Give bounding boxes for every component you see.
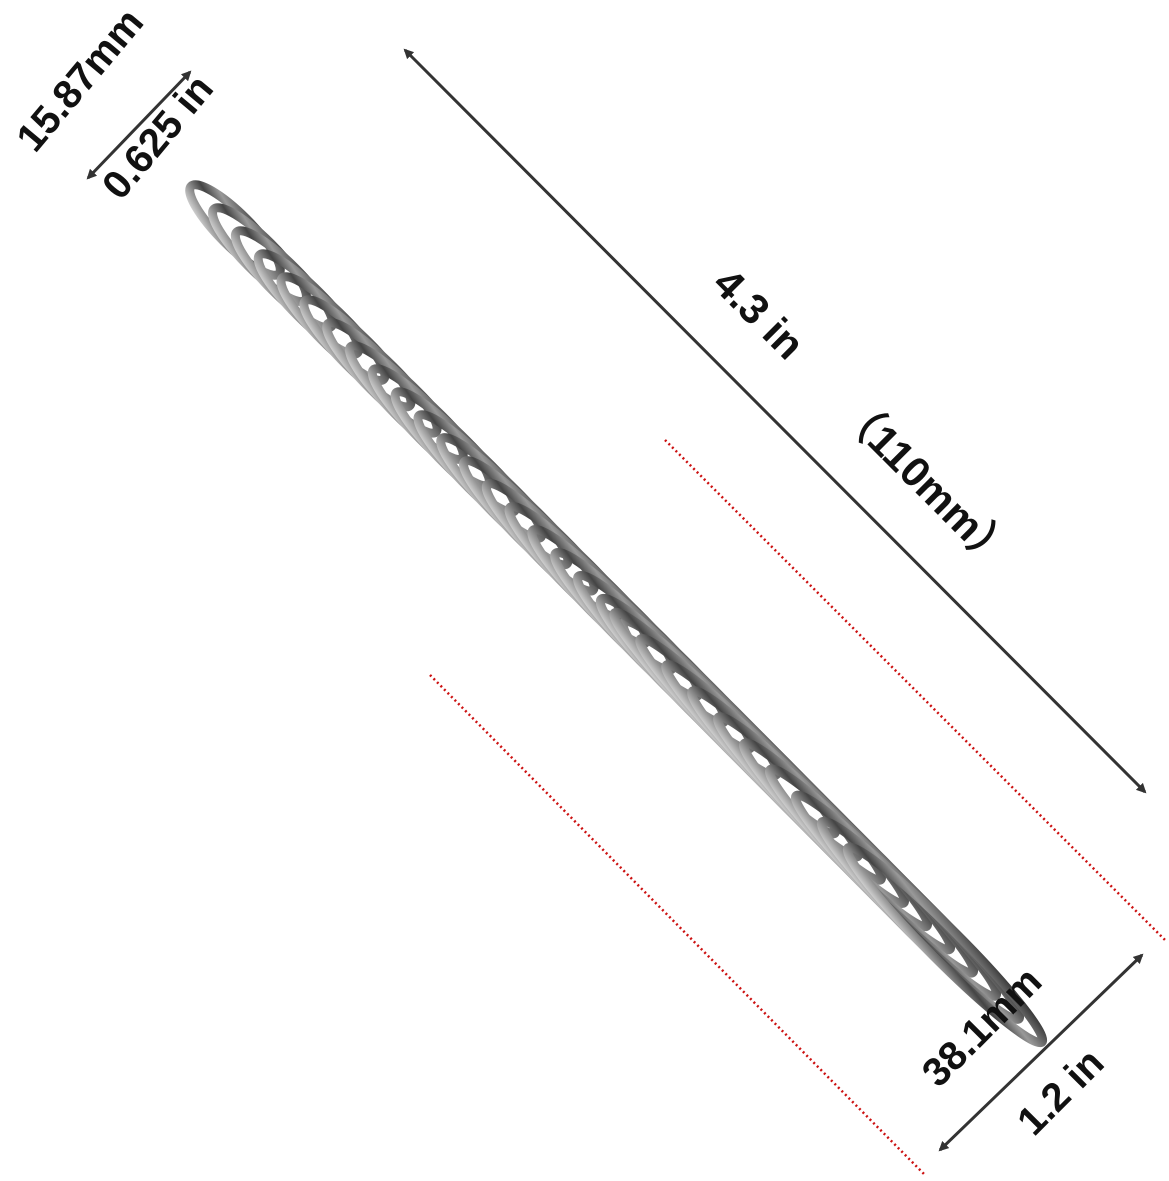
guide-line-bottom	[429, 674, 926, 1176]
length-arrow	[403, 48, 1147, 794]
small-diameter-arrow	[86, 70, 192, 180]
large-diameter-arrow	[938, 953, 1144, 1152]
guide-line-top	[664, 439, 1166, 941]
spring-image	[185, 180, 1048, 1048]
